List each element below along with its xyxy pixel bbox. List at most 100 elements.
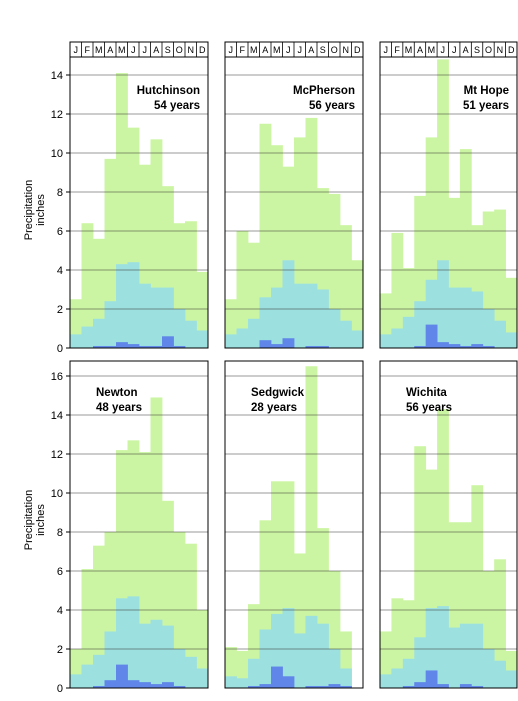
y-axis-title-line2: inches (35, 504, 47, 536)
mean-bar-j-7 (139, 623, 151, 688)
min-bar-o-10 (328, 684, 341, 688)
max-bar-a-4 (259, 520, 272, 688)
y-tick-label-16: 16 (51, 371, 63, 383)
mean-bar-a-8 (305, 615, 318, 688)
month-label-4: A (417, 45, 423, 55)
max-bar-m-3 (93, 545, 105, 688)
max-bar-s-9 (317, 188, 329, 348)
record-length: 56 years (406, 402, 452, 414)
y-tick-label-4: 4 (57, 265, 63, 277)
max-bar-o-10 (173, 223, 186, 348)
month-label-9: S (474, 45, 480, 55)
mean-bar-m-5 (271, 287, 283, 348)
min-bar-s-9 (317, 686, 329, 688)
month-label-10: O (331, 45, 338, 55)
mean-bar-m-5 (425, 608, 438, 688)
min-bar-a-8 (305, 686, 318, 688)
station-name: McPherson (293, 85, 355, 97)
mean-bar-n-11 (494, 660, 506, 688)
mean-bar-n-11 (494, 320, 506, 348)
mean-bar-o-10 (482, 649, 495, 688)
max-bar-a-4 (414, 446, 427, 688)
mean-bar-m-3 (248, 318, 260, 348)
min-bar-s-9 (471, 686, 484, 688)
max-bar-s-9 (471, 225, 484, 348)
mean-bar-j-6 (282, 608, 295, 688)
month-label-9: S (165, 45, 171, 55)
y-tick-label-6: 6 (57, 226, 63, 238)
max-bar-f-2 (391, 232, 404, 348)
max-bar-n-11 (494, 559, 506, 688)
mean-bar-j-6 (127, 596, 140, 688)
max-bar-a-8 (150, 397, 163, 688)
max-bar-j-7 (294, 553, 306, 688)
max-bar-a-8 (305, 117, 318, 348)
min-bar-j-7 (139, 346, 151, 348)
month-label-6: J (286, 45, 291, 55)
max-bar-f-2 (236, 650, 249, 688)
max-bar-m-5 (271, 481, 283, 688)
max-bar-n-11 (494, 209, 506, 348)
station-name: Mt Hope (464, 85, 509, 97)
y-tick-label-12: 12 (51, 449, 63, 461)
min-bar-j-7 (448, 344, 461, 348)
month-label-12: D (199, 45, 206, 55)
mean-bar-a-4 (259, 297, 272, 348)
max-bar-m-5 (271, 145, 283, 348)
panel-wichita: Wichita 56 years (379, 360, 518, 689)
mean-bar-s-9 (471, 291, 484, 348)
mean-bar-s-9 (317, 289, 329, 348)
mean-bar-j-7 (448, 627, 461, 688)
max-bar-m-3 (402, 268, 415, 348)
y-tick-label-14: 14 (51, 410, 63, 422)
mean-bar-n-11 (340, 320, 352, 348)
y-tick-label-10: 10 (51, 488, 63, 500)
mean-bar-d-12 (196, 668, 208, 688)
max-bar-j-1 (70, 649, 82, 688)
mean-bar-a-8 (150, 287, 163, 348)
mean-bar-s-9 (162, 625, 174, 688)
max-bar-j-1 (70, 299, 82, 348)
max-bar-m-5 (116, 450, 128, 688)
mean-bar-j-6 (127, 262, 140, 348)
max-bar-j-7 (139, 164, 151, 348)
max-bar-f-2 (81, 569, 94, 688)
mean-bar-j-1 (380, 334, 392, 348)
min-bar-j-6 (437, 684, 449, 688)
month-label-9: S (320, 45, 326, 55)
min-bar-a-4 (104, 680, 117, 688)
y-tick-label-14: 14 (51, 70, 63, 82)
mean-bar-j-6 (437, 260, 449, 348)
mean-bar-m-5 (116, 598, 128, 688)
max-bar-f-2 (391, 598, 404, 688)
max-bar-j-6 (437, 409, 449, 688)
month-label-2: F (240, 45, 246, 55)
month-label-3: M (250, 45, 258, 55)
mean-bar-j-1 (70, 674, 82, 688)
max-bar-d-12 (505, 277, 517, 348)
mean-bar-d-12 (505, 332, 517, 348)
max-bar-m-3 (402, 600, 415, 688)
min-bar-j-6 (437, 342, 449, 348)
y-tick-label-0: 0 (57, 683, 63, 695)
month-label-12: D (354, 45, 361, 55)
max-bar-j-1 (225, 299, 237, 348)
plot-area (70, 73, 208, 348)
min-bar-a-8 (305, 346, 318, 348)
mean-bar-d-12 (351, 330, 363, 348)
max-bar-s-9 (162, 186, 174, 348)
max-bar-j-6 (282, 166, 295, 348)
max-bar-o-10 (482, 571, 495, 688)
y-tick-label-0: 0 (57, 343, 63, 355)
y-tick-label-2: 2 (57, 304, 63, 316)
mean-bar-d-12 (505, 670, 517, 688)
min-bar-s-9 (162, 336, 174, 348)
month-label-2: F (85, 45, 91, 55)
mean-bar-f-2 (236, 678, 249, 688)
max-bar-a-4 (259, 123, 272, 348)
mean-bar-m-3 (93, 318, 105, 348)
max-bar-a-4 (414, 195, 427, 348)
min-bar-m-3 (402, 686, 415, 688)
